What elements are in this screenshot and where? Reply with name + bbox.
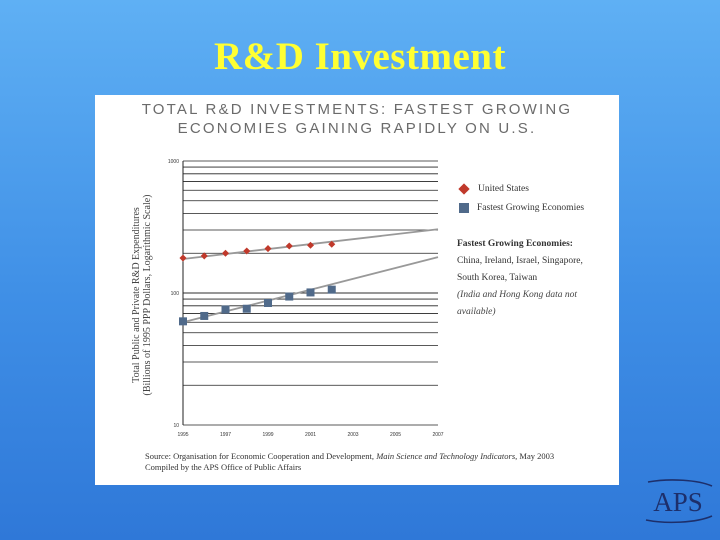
legend-label-fge: Fastest Growing Economies xyxy=(477,202,585,213)
data-point-us xyxy=(243,247,251,255)
chart-source: Source: Organisation for Economic Cooper… xyxy=(145,451,615,473)
y-tick-label: 100 xyxy=(171,291,180,297)
y-tick-label: 10 xyxy=(173,423,179,429)
chart-title-line-2: ECONOMIES GAINING RAPIDLY ON U.S. xyxy=(177,120,537,137)
data-point-us xyxy=(285,242,293,250)
legend-item-us: United States xyxy=(457,179,584,198)
legend-item-fge: Fastest Growing Economies xyxy=(457,198,584,217)
source-suffix: , May 2003 xyxy=(515,451,555,461)
aps-logo: APS xyxy=(645,479,713,524)
x-tick-label: 2005 xyxy=(390,432,401,438)
source-italic: Main Science and Technology Indicators xyxy=(376,451,516,461)
notes-caveat-1: (India and Hong Kong data not xyxy=(457,290,578,300)
notes-heading: Fastest Growing Economies: xyxy=(457,239,573,249)
legend: United States Fastest Growing Economies xyxy=(457,179,584,217)
notes-caveat-2: available) xyxy=(457,307,496,317)
notes-line-2: South Korea, Taiwan xyxy=(457,273,538,283)
data-point-fge xyxy=(264,298,272,307)
x-tick-label: 2007 xyxy=(432,432,443,438)
slide-title: R&D Investment xyxy=(214,35,506,78)
x-tick-label: 1997 xyxy=(220,432,231,438)
legend-label-us: United States xyxy=(478,183,529,194)
data-point-fge xyxy=(285,292,294,301)
data-point-fge xyxy=(242,304,251,313)
data-point-us xyxy=(200,252,208,260)
chart-plot: 10 100 1000 1995 1997 1999 2001 2003 2005 2007 xyxy=(168,159,444,438)
data-point-fge xyxy=(179,317,187,326)
chart-title-line-1: TOTAL R&D INVESTMENTS: FASTEST GROWING xyxy=(141,101,573,118)
source-line-1: Source: Organisation for Economic Cooper… xyxy=(145,451,615,462)
data-point-fge xyxy=(200,311,209,320)
data-point-us xyxy=(328,240,336,248)
source-line-2: Compiled by the APS Office of Public Aff… xyxy=(145,462,302,472)
x-tick-label: 2003 xyxy=(347,432,358,438)
data-point-fge xyxy=(306,288,315,297)
y-tick-label: 1000 xyxy=(168,159,179,165)
data-point-us xyxy=(179,254,187,262)
diamond-marker-icon xyxy=(458,182,470,195)
data-point-us xyxy=(221,249,230,257)
source-prefix: Source: Organisation for Economic Cooper… xyxy=(145,451,377,461)
x-tick-label: 2001 xyxy=(305,432,316,438)
x-tick-label: 1995 xyxy=(177,432,188,438)
aps-logo-text: APS xyxy=(653,487,703,517)
notes-line-1: China, Ireland, Israel, Singapore, xyxy=(457,256,583,266)
x-tick-label: 1999 xyxy=(262,432,273,438)
data-point-us xyxy=(306,241,315,249)
data-point-us xyxy=(264,245,272,253)
square-marker-icon xyxy=(459,202,469,213)
data-point-fge xyxy=(221,305,230,314)
chart-panel: TOTAL R&D INVESTMENTS: FASTEST GROWING E… xyxy=(95,95,619,485)
data-point-fge xyxy=(327,285,336,294)
chart-notes: Fastest Growing Economies: China, Irelan… xyxy=(457,236,617,321)
